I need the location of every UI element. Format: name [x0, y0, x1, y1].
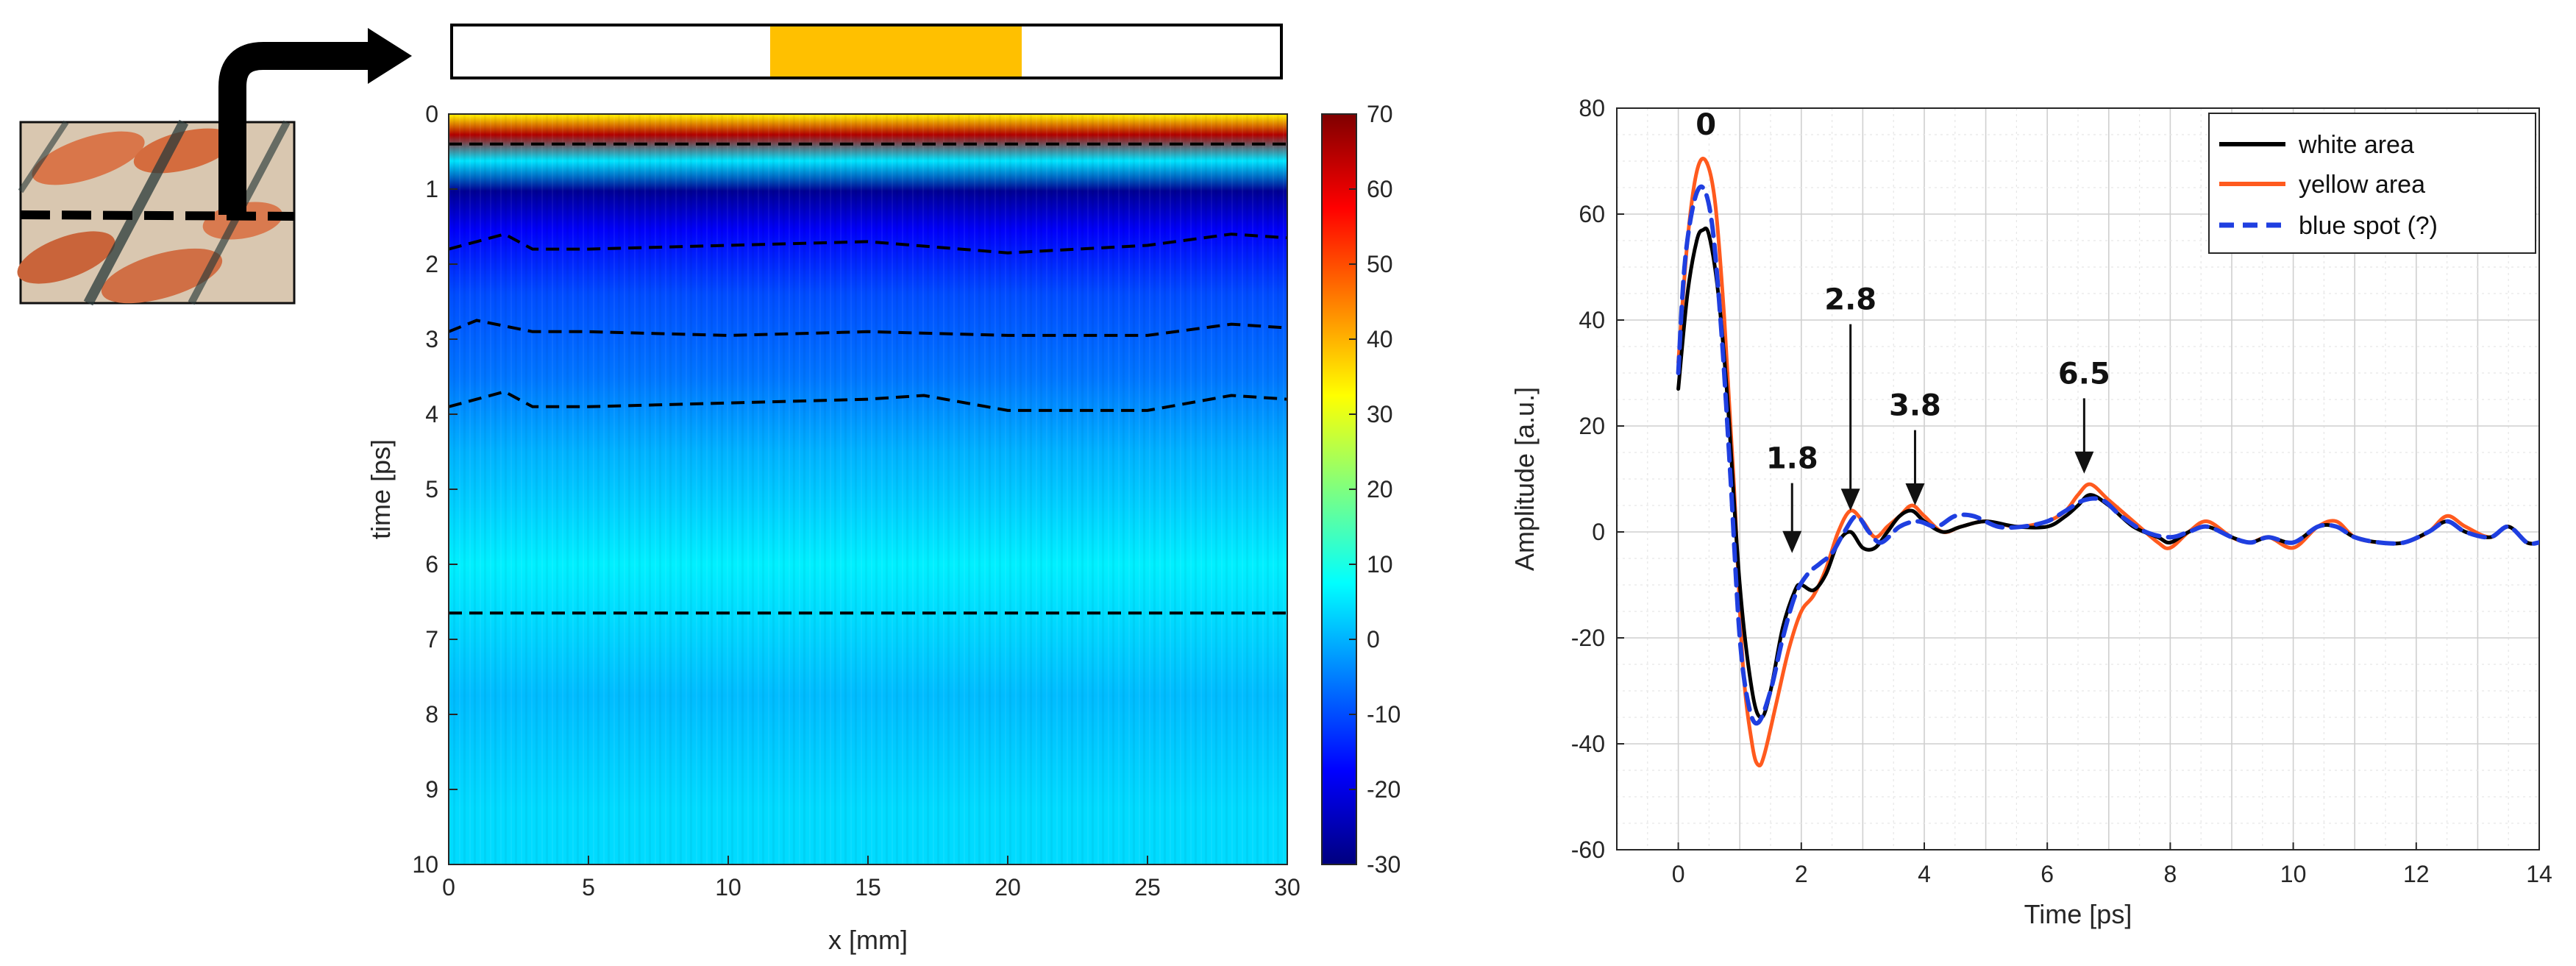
heatmap-interfaces	[449, 142, 1287, 615]
heatmap-y-ticks: 0 1 2 3 4 5 6 7 8 9 10	[412, 101, 458, 878]
line-series-group	[1676, 157, 2539, 768]
peak-annotations: 0 1.8 2.8 3.8 6.5	[1696, 108, 2110, 553]
annotation-label: 3.8	[1889, 389, 1941, 423]
heatmap-y-tick-label: 0	[425, 101, 438, 127]
line-y-ticks: 80 60 40 20 0 -20 -40 -60	[1571, 95, 1624, 863]
colorbar-tick-label: 70	[1367, 101, 1393, 127]
colorbar-tick-label: 40	[1367, 326, 1393, 352]
legend-label-white-area: white area	[2298, 131, 2414, 159]
heatmap-y-tick-label: 3	[425, 326, 438, 352]
annotation-arrow-head	[2074, 451, 2094, 474]
heatmap-texture	[449, 114, 1287, 864]
heatmap-y-tick-label: 6	[425, 551, 438, 578]
colorbar-ticks: 70 60 50 40 30 20 10 0 -10 -20 -30	[1349, 101, 1401, 878]
interface-line-2	[449, 319, 1287, 337]
annotation-label: 2.8	[1824, 283, 1876, 317]
thumbnail-texture	[17, 119, 291, 306]
heatmap-x-tick-label: 10	[715, 874, 741, 901]
sample-thumbnail	[17, 119, 296, 306]
colorbar-tick-label: 60	[1367, 176, 1393, 202]
line-y-tick-label: 80	[1579, 95, 1605, 121]
legend-label-yellow-area: yellow area	[2299, 171, 2425, 199]
line-x-tick-label: 4	[1918, 861, 1931, 887]
annotation-label: 1.8	[1766, 442, 1818, 476]
annotation-arrow-head	[1905, 483, 1925, 505]
colorbar-tick-label: 20	[1367, 476, 1393, 502]
arrow-head	[368, 28, 412, 84]
line-x-tick-label: 6	[2040, 861, 2054, 887]
line-grid	[1616, 107, 2540, 850]
line-x-label: Time [ps]	[2024, 899, 2132, 929]
bent-arrow-icon	[218, 42, 371, 215]
heatmap-y-tick-label: 10	[412, 851, 438, 878]
heatmap-y-tick-label: 4	[425, 401, 438, 427]
colorbar: 70 60 50 40 30 20 10 0 -10 -20 -30	[1321, 101, 1401, 878]
heatmap-y-tick-label: 9	[425, 776, 438, 803]
legend-label-blue-spot: blue spot (?)	[2299, 212, 2438, 240]
line-y-tick-label: -40	[1571, 731, 1605, 757]
heatmap-x-label: x [mm]	[828, 925, 908, 955]
line-y-tick-label: -60	[1571, 837, 1605, 863]
annotation-arrow-head	[1782, 530, 1802, 553]
indicator-bar	[450, 24, 1283, 79]
legend: white area yellow area blue spot (?)	[2208, 113, 2536, 254]
colorbar-tick-label: -10	[1367, 701, 1401, 728]
heatmap-y-tick-label: 2	[425, 251, 438, 277]
line-x-tick-label: 2	[1795, 861, 1808, 887]
indicator-bar-highlight	[770, 26, 1022, 77]
interface-line-1	[449, 232, 1287, 255]
heatmap-chart: 0 5 10 15 20 25 30 0 1 2 3 4 5 6 7 8 9 10 x [mm] time [p…	[366, 101, 1301, 955]
heatmap-x-tick-label: 0	[442, 874, 455, 901]
series-white-area	[1676, 226, 2539, 720]
line-y-tick-label: -20	[1571, 625, 1605, 651]
line-x-tick-label: 12	[2403, 861, 2430, 887]
line-plot-frame	[1616, 107, 2540, 850]
heatmap-x-tick-label: 25	[1134, 874, 1161, 901]
line-y-tick-label: 20	[1579, 413, 1605, 439]
heatmap-y-tick-label: 5	[425, 476, 438, 502]
line-x-tick-label: 8	[2164, 861, 2177, 887]
line-x-tick-label: 10	[2280, 861, 2307, 887]
line-x-ticks: 0 2 4 6 8 10 12 14	[1672, 842, 2552, 887]
heatmap-y-tick-label: 1	[425, 176, 438, 202]
heatmap-x-ticks: 0 5 10 15 20 25 30	[442, 856, 1301, 901]
line-x-tick-label: 0	[1672, 861, 1685, 887]
series-blue-spot	[1676, 184, 2539, 726]
colorbar-tick-label: 10	[1367, 551, 1393, 578]
heatmap-y-tick-label: 7	[425, 626, 438, 653]
scan-line	[20, 210, 295, 221]
line-x-tick-label: 14	[2526, 861, 2552, 887]
annotation-arrow-head	[1840, 489, 1860, 511]
interface-line-3	[449, 390, 1287, 412]
heatmap-x-tick-label: 15	[855, 874, 881, 901]
heatmap-x-tick-label: 20	[995, 874, 1021, 901]
line-chart: 0 2 4 6 8 10 12 14 80 60 40 20 0 -20 -40 -60 0 1.8 2.8 3.…	[1509, 95, 2552, 929]
annotation-label: 0	[1696, 108, 1716, 142]
colorbar-tick-label: 30	[1367, 401, 1393, 427]
colorbar-tick-label: 50	[1367, 251, 1393, 277]
annotation-label: 6.5	[2058, 357, 2110, 391]
line-y-tick-label: 40	[1579, 307, 1605, 333]
line-y-tick-label: 0	[1592, 519, 1605, 545]
line-y-tick-label: 60	[1579, 201, 1605, 227]
heatmap-x-tick-label: 5	[582, 874, 595, 901]
heatmap-y-label: time [ps]	[366, 439, 396, 539]
line-y-label: Amplitude [a.u.]	[1509, 387, 1540, 571]
colorbar-tick-label: 0	[1367, 626, 1380, 653]
heatmap-y-tick-label: 8	[425, 701, 438, 728]
colorbar-tick-label: -30	[1367, 851, 1401, 878]
heatmap-x-tick-label: 30	[1274, 874, 1301, 901]
colorbar-tick-label: -20	[1367, 776, 1401, 803]
